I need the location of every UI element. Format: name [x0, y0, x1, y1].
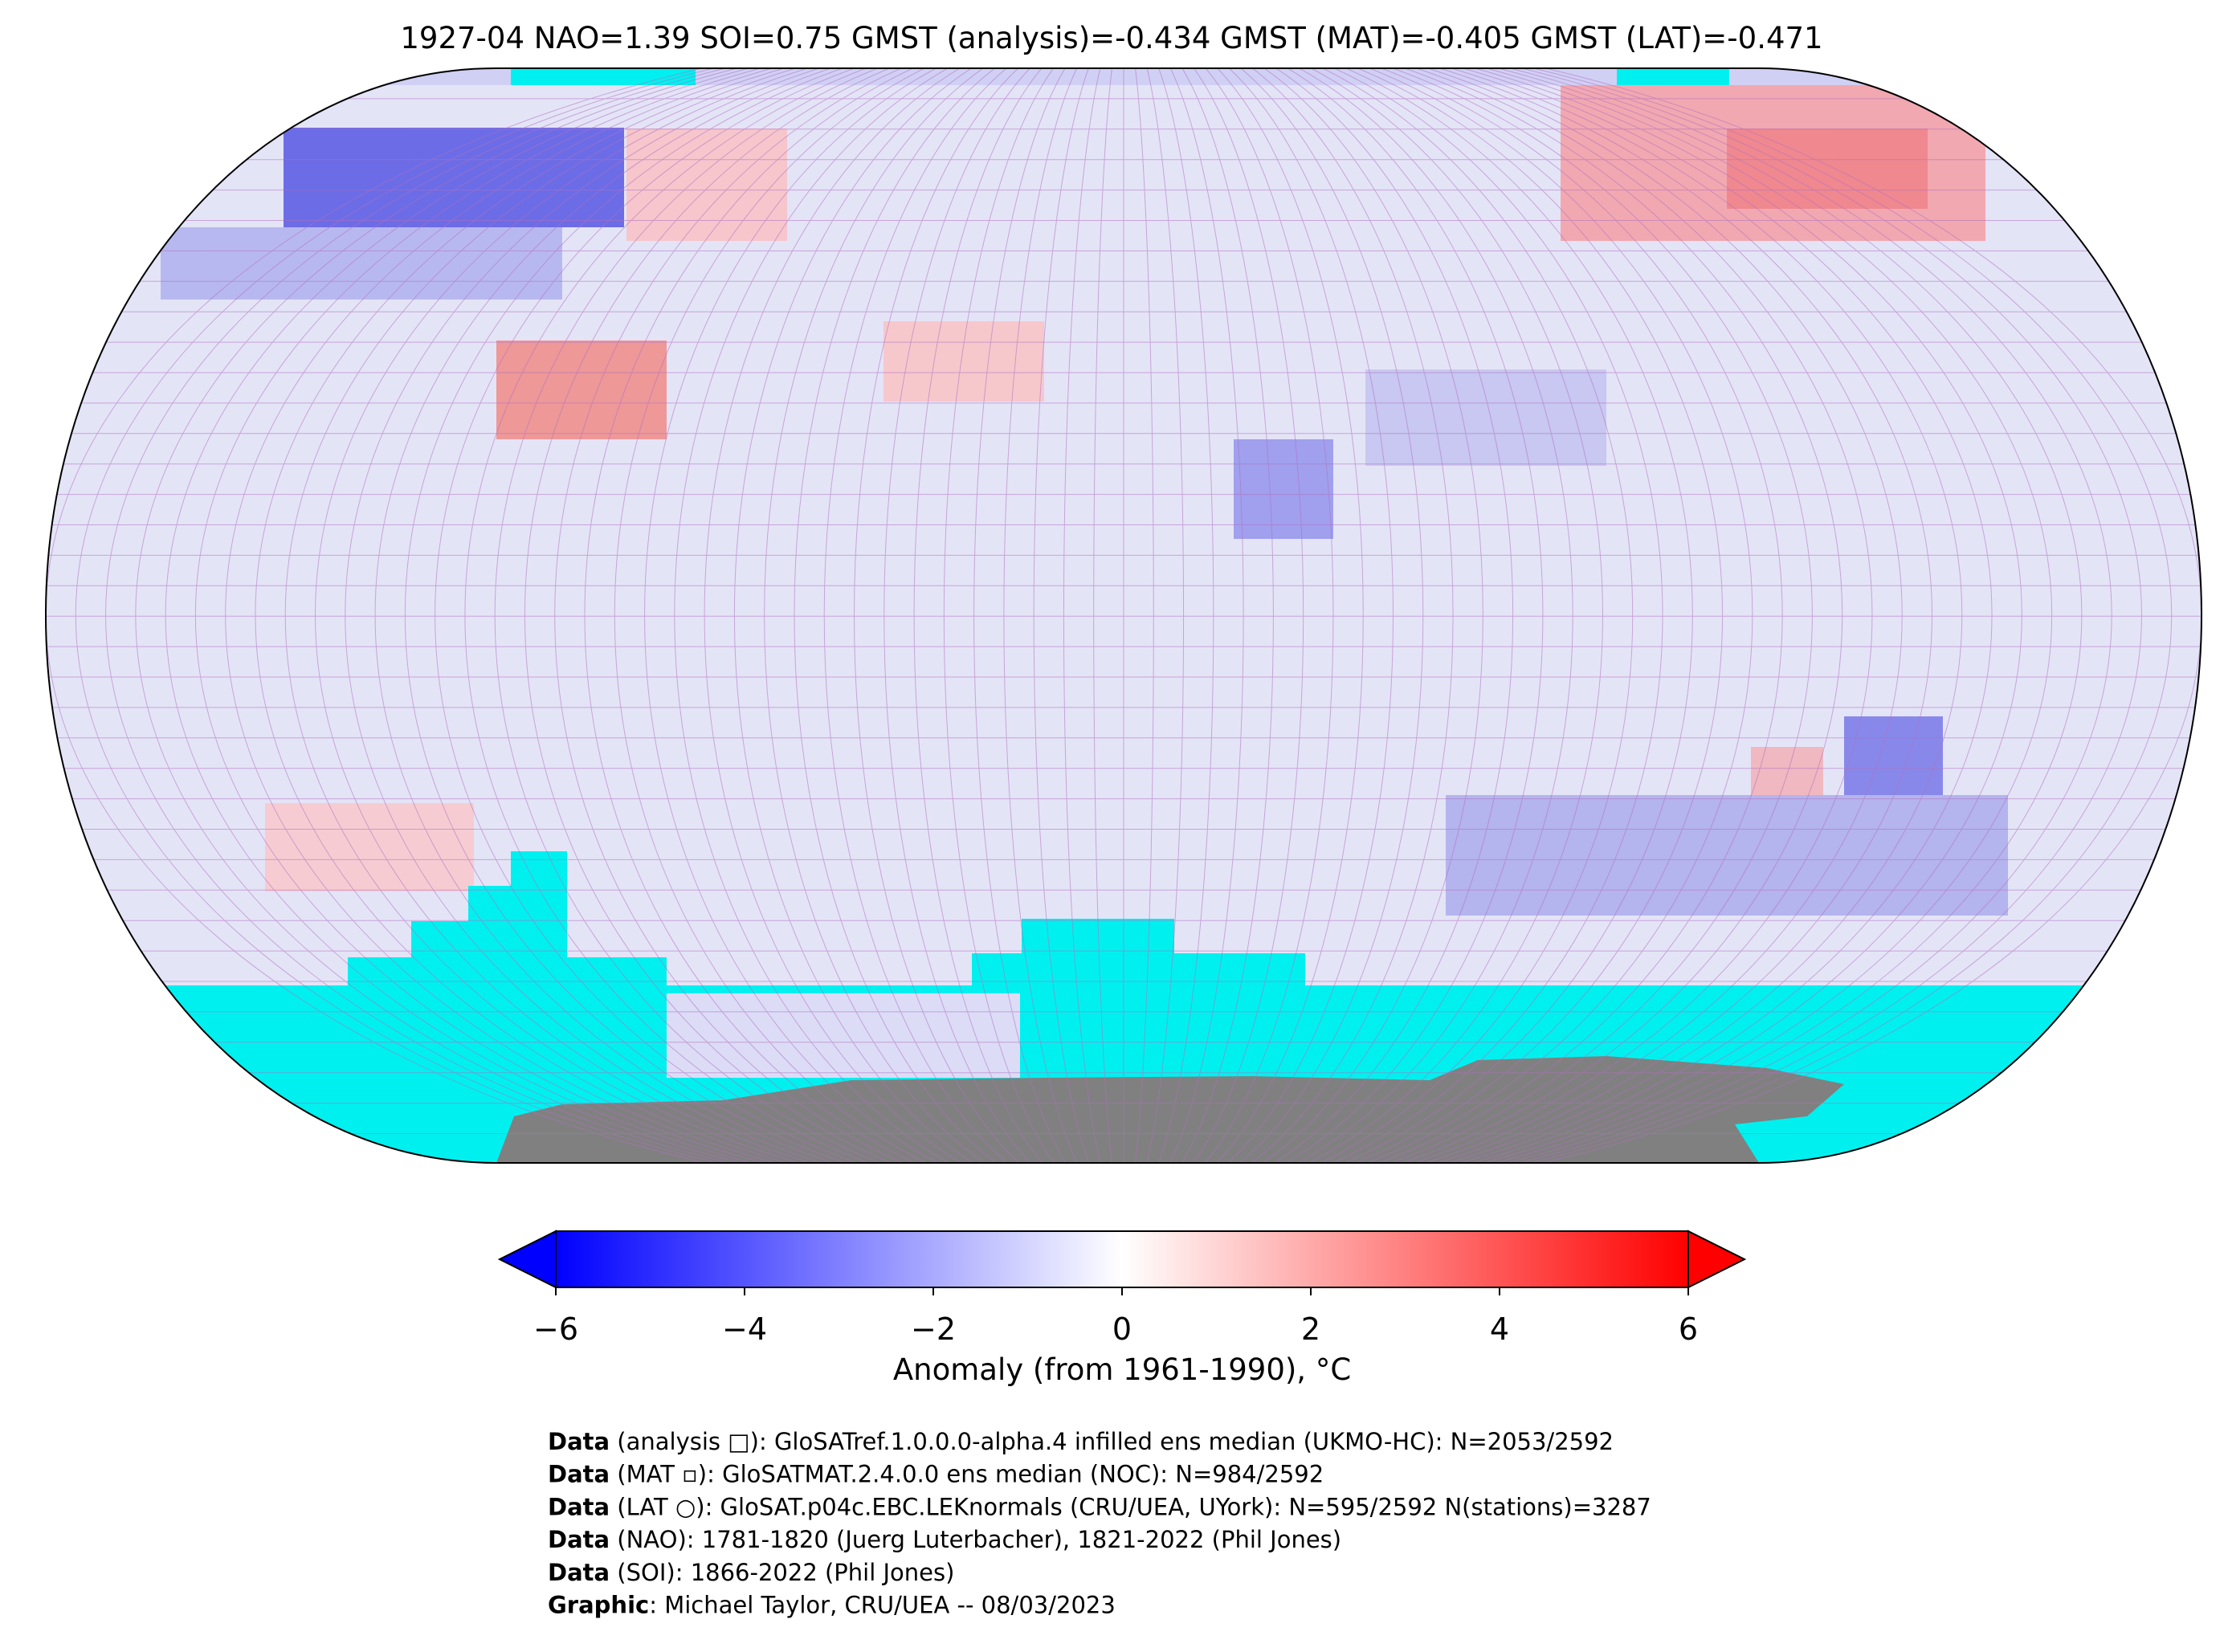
colorbar-label: Anomaly (from 1961-1990), °C	[893, 1352, 1351, 1387]
meridian	[1063, 68, 1185, 1163]
footer-bold: Data	[548, 1526, 610, 1553]
meridian	[614, 68, 1634, 1163]
meridian	[1033, 68, 1214, 1163]
meridian	[464, 68, 1783, 1163]
colorbar: −6 −4 −2 0 2 4 6	[497, 1230, 1747, 1347]
map-outline	[44, 67, 2203, 1164]
footer-line: Data (LAT ○): GloSAT.p04c.EBC.LEKnormals…	[548, 1493, 1651, 1520]
colorbar-tick-label: 2	[1301, 1311, 1320, 1347]
footer-line: Data (MAT ▫): GloSATMAT.2.4.0.0 ens medi…	[548, 1461, 1324, 1488]
footer-bold: Graphic	[548, 1592, 649, 1619]
title: 1927-04 NAO=1.39 SOI=0.75 GMST (analysis…	[400, 21, 1822, 55]
footer-line: Data (analysis □): GloSATref.1.0.0.0-alp…	[548, 1428, 1614, 1455]
meridian	[973, 68, 1274, 1163]
meridian	[854, 68, 1394, 1163]
meridian	[284, 68, 1963, 1163]
colorbar-tick-label: −6	[533, 1311, 578, 1347]
colorbar-tick-label: 0	[1112, 1311, 1132, 1347]
meridian	[943, 68, 1304, 1163]
meridian	[644, 68, 1603, 1163]
meridian	[435, 68, 1813, 1163]
meridian	[704, 68, 1544, 1163]
meridian	[1093, 68, 1154, 1163]
meridian	[733, 68, 1514, 1163]
meridian	[794, 68, 1454, 1163]
meridian	[75, 68, 2173, 1163]
footer-bold: Data	[548, 1428, 610, 1455]
meridian	[165, 68, 2083, 1163]
footer: Data (analysis □): GloSATref.1.0.0.0-alp…	[548, 1428, 1651, 1619]
meridian	[584, 68, 1663, 1163]
meridian	[1003, 68, 1244, 1163]
meridian	[764, 68, 1483, 1163]
footer-bold: Data	[548, 1461, 610, 1488]
colorbar-tick-label: −4	[722, 1311, 767, 1347]
footer-line: Graphic: Michael Taylor, CRU/UEA -- 08/0…	[548, 1592, 1116, 1619]
footer-text: (analysis □): GloSATref.1.0.0.0-alpha.4 …	[610, 1428, 1614, 1455]
colorbar-extend-low	[497, 1230, 557, 1289]
meridian	[225, 68, 2022, 1163]
meridian	[135, 68, 2112, 1163]
footer-text: (MAT ▫): GloSATMAT.2.4.0.0 ens median (N…	[610, 1461, 1324, 1488]
colorbar-tick-label: 6	[1679, 1311, 1698, 1347]
footer-bold: Data	[548, 1559, 610, 1586]
footer-bold: Data	[548, 1493, 610, 1520]
colorbar-gradient	[555, 1230, 1689, 1288]
meridian	[913, 68, 1334, 1163]
meridian	[554, 68, 1693, 1163]
footer-line: Data (NAO): 1781-1820 (Juerg Luterbacher…	[548, 1526, 1341, 1553]
meridian	[194, 68, 2053, 1163]
meridian	[883, 68, 1364, 1163]
meridian	[315, 68, 1932, 1163]
meridian	[374, 68, 1873, 1163]
footer-line: Data (SOI): 1866-2022 (Phil Jones)	[548, 1559, 954, 1586]
meridian	[494, 68, 1753, 1163]
meridian	[524, 68, 1724, 1163]
meridian	[823, 68, 1424, 1163]
meridian	[105, 68, 2142, 1163]
meridian	[255, 68, 1993, 1163]
footer-text: (NAO): 1781-1820 (Juerg Luterbacher), 18…	[610, 1526, 1341, 1553]
footer-text: : Michael Taylor, CRU/UEA -- 08/03/2023	[649, 1592, 1116, 1619]
meridian	[404, 68, 1843, 1163]
footer-text: (LAT ○): GloSAT.p04c.EBC.LEKnormals (CRU…	[610, 1493, 1651, 1520]
footer-text: (SOI): 1866-2022 (Phil Jones)	[610, 1559, 954, 1586]
graticule	[46, 68, 2202, 1163]
colorbar-extend-high	[1687, 1230, 1747, 1289]
meridian	[345, 68, 1903, 1163]
meridian	[674, 68, 1573, 1163]
colorbar-tick-label: −2	[911, 1311, 956, 1347]
colorbar-tick-label: 4	[1490, 1311, 1509, 1347]
